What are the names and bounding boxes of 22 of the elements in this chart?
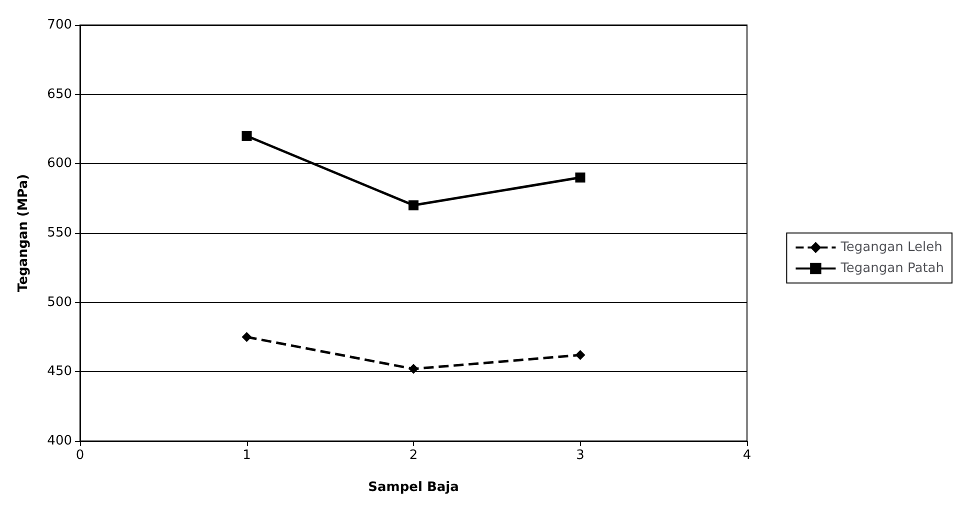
legend-label: Tegangan Patah (840, 261, 944, 276)
x-axis-title: Sampel Baja (368, 480, 459, 495)
y-tick-label: 600 (47, 156, 72, 172)
y-tick-label: 400 (47, 434, 72, 448)
point (408, 364, 418, 374)
y-tick-label: 700 (47, 18, 72, 32)
x-tick-label: 2 (409, 448, 418, 463)
x-tick-label: 1 (242, 448, 251, 463)
y-tick-label: 450 (47, 364, 72, 380)
x-tick-label: 3 (576, 448, 584, 463)
y-tick-label: 500 (47, 294, 72, 310)
legend-label: Tegangan Leleh (840, 240, 942, 255)
y-axis-title: Tegangan (MPa) (16, 174, 31, 292)
y-tick-label: 650 (47, 86, 72, 102)
point (242, 332, 252, 342)
point (575, 350, 586, 360)
point (408, 200, 418, 210)
y-tick-label: 550 (47, 226, 72, 240)
point (575, 172, 586, 183)
point (242, 130, 252, 141)
x-tick-label: 4 (742, 448, 752, 463)
x-tick-label: 0 (76, 448, 84, 463)
